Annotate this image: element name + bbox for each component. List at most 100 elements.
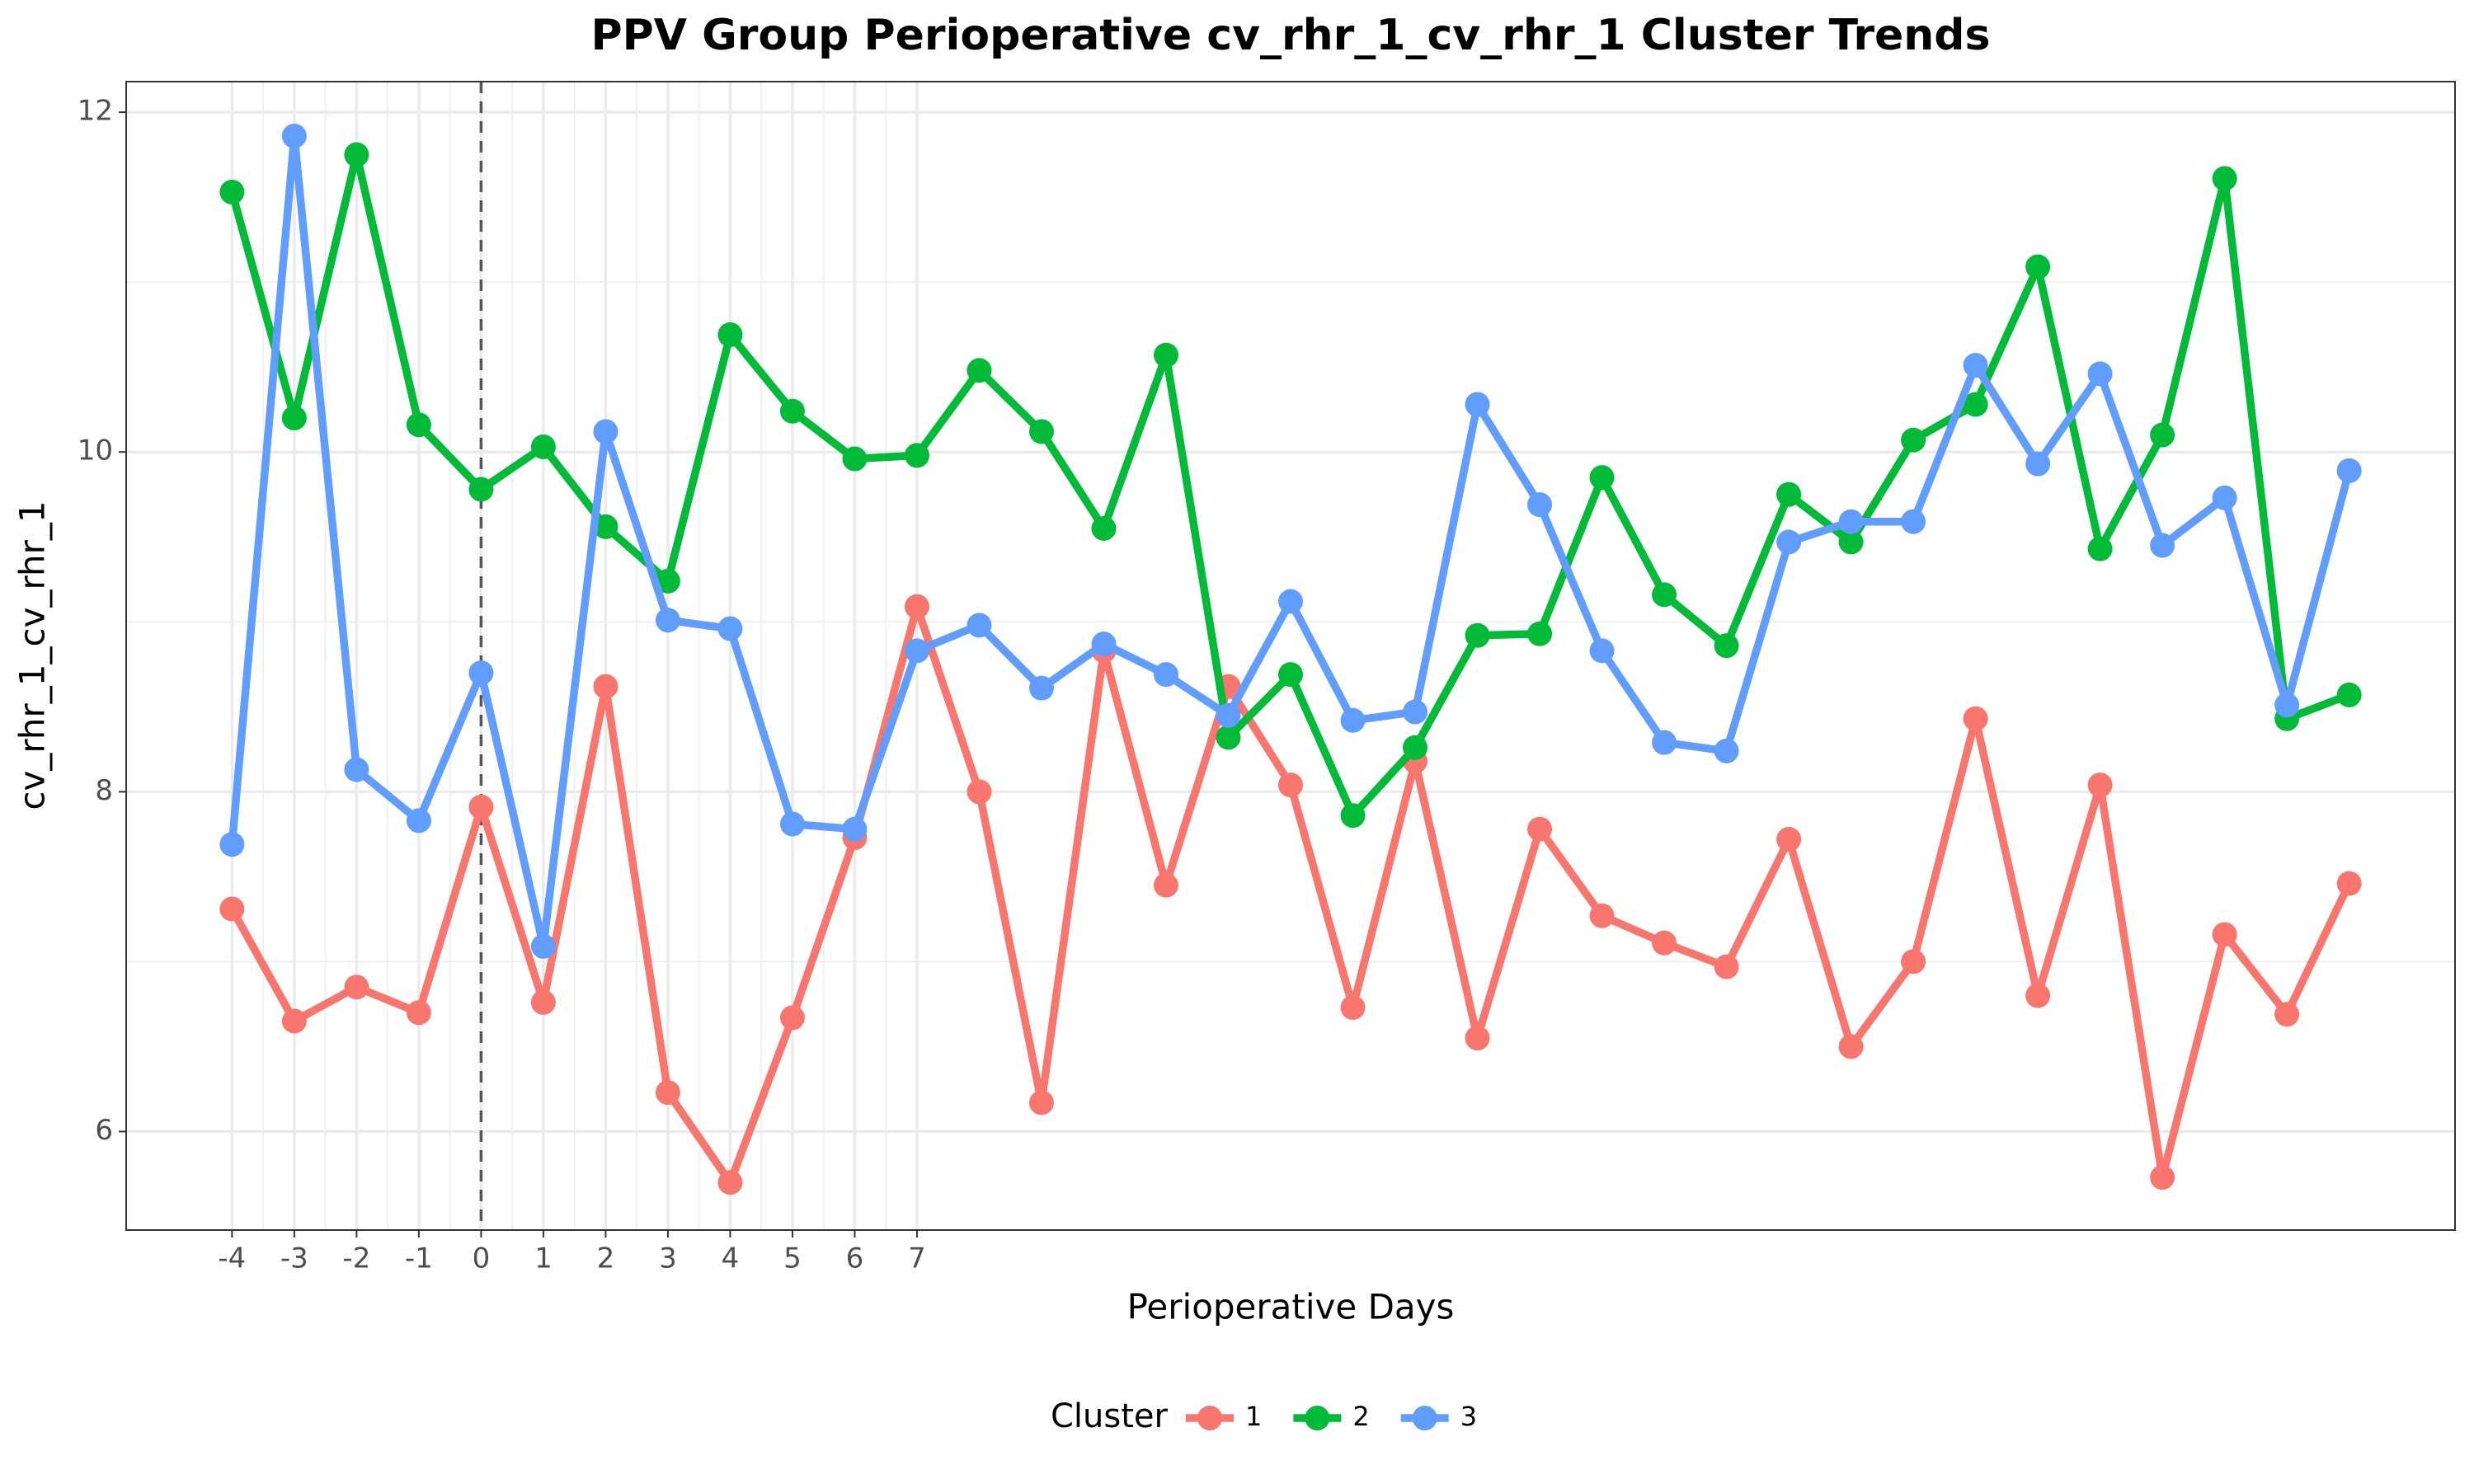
data-point — [1652, 582, 1677, 608]
data-point — [1901, 509, 1926, 534]
data-point — [344, 974, 369, 1000]
data-point — [717, 616, 743, 641]
data-point — [344, 757, 369, 782]
data-point — [1153, 662, 1178, 688]
data-point — [904, 594, 929, 619]
x-tick-label: 4 — [722, 1242, 740, 1275]
data-point — [1465, 622, 1490, 648]
legend-label: 1 — [1245, 1401, 1262, 1432]
data-point — [1776, 529, 1802, 555]
data-point — [2212, 485, 2237, 510]
data-point — [1776, 827, 1802, 852]
data-point — [2150, 422, 2175, 448]
data-point — [655, 568, 680, 594]
data-point — [2087, 361, 2113, 387]
data-point — [2212, 922, 2237, 947]
data-point — [1589, 903, 1615, 928]
data-point — [593, 674, 618, 699]
legend-key-point — [1305, 1406, 1330, 1430]
data-point — [904, 443, 929, 468]
data-point — [1403, 735, 1428, 760]
legend-key-point — [1197, 1406, 1222, 1430]
data-point — [406, 808, 431, 834]
x-axis-label: Perioperative Days — [1127, 1287, 1455, 1327]
data-point — [1714, 633, 1739, 659]
data-point — [842, 446, 868, 472]
data-point — [1838, 529, 1864, 555]
data-point — [1340, 707, 1366, 733]
y-tick-label: 6 — [95, 1114, 113, 1147]
data-point — [1527, 492, 1553, 518]
data-point — [1216, 725, 1241, 750]
x-tick-label: -1 — [405, 1242, 433, 1275]
data-point — [717, 322, 743, 348]
data-point — [2336, 458, 2362, 483]
data-point — [1652, 930, 1677, 956]
data-point — [468, 794, 494, 819]
data-point — [219, 832, 245, 857]
data-point — [281, 123, 307, 148]
data-point — [530, 933, 556, 959]
data-point — [1963, 353, 1988, 378]
data-point — [2025, 254, 2051, 279]
data-point — [1153, 872, 1178, 898]
data-point — [1465, 392, 1490, 417]
x-tick-label: 1 — [534, 1242, 553, 1275]
data-point — [2087, 536, 2113, 561]
data-point — [655, 608, 680, 633]
data-point — [779, 1005, 805, 1031]
data-point — [219, 179, 245, 204]
data-point — [1776, 481, 1802, 507]
data-point — [1527, 816, 1553, 842]
data-point — [655, 1080, 680, 1106]
legend-key-point — [1412, 1406, 1437, 1430]
data-point — [1714, 738, 1739, 763]
data-point — [1403, 699, 1428, 725]
data-point — [779, 811, 805, 837]
data-point — [1278, 773, 1303, 798]
data-point — [468, 477, 494, 502]
data-point — [1340, 995, 1366, 1021]
data-point — [2274, 693, 2300, 718]
data-point — [281, 1008, 307, 1034]
data-point — [1028, 1090, 1054, 1115]
data-point — [1901, 949, 1926, 974]
data-point — [219, 896, 245, 922]
data-point — [468, 660, 494, 686]
data-point — [406, 412, 431, 438]
data-point — [593, 514, 618, 539]
data-point — [2274, 1002, 2300, 1027]
x-tick-label: -4 — [218, 1242, 246, 1275]
data-point — [2212, 166, 2237, 191]
data-point — [1340, 803, 1366, 829]
data-point — [1278, 589, 1303, 614]
x-tick-label: 0 — [473, 1242, 491, 1275]
data-point — [1091, 632, 1117, 657]
x-tick-label: -2 — [342, 1242, 370, 1275]
data-point — [1838, 1034, 1864, 1059]
data-point — [967, 779, 992, 805]
data-point — [406, 1000, 431, 1026]
data-point — [1963, 706, 1988, 731]
data-point — [2336, 871, 2362, 896]
data-point — [717, 1170, 743, 1195]
y-tick-label: 10 — [78, 434, 113, 467]
data-point — [1963, 392, 1988, 417]
legend-label: 2 — [1352, 1401, 1369, 1432]
x-tick-label: -3 — [280, 1242, 308, 1275]
data-point — [2025, 983, 2051, 1008]
data-point — [2336, 682, 2362, 707]
plot-border — [125, 81, 2456, 1231]
data-point — [593, 419, 618, 444]
x-tick-label: 6 — [846, 1242, 864, 1275]
data-point — [2087, 773, 2113, 798]
data-point — [1278, 662, 1303, 688]
y-axis-label: cv_rhr_1_cv_rhr_1 — [12, 500, 53, 810]
plot-background — [126, 82, 2455, 1230]
y-tick-label: 12 — [78, 95, 113, 128]
x-tick-label: 2 — [597, 1242, 615, 1275]
x-tick-label: 7 — [908, 1242, 926, 1275]
data-point — [1838, 509, 1864, 534]
data-point — [967, 613, 992, 638]
